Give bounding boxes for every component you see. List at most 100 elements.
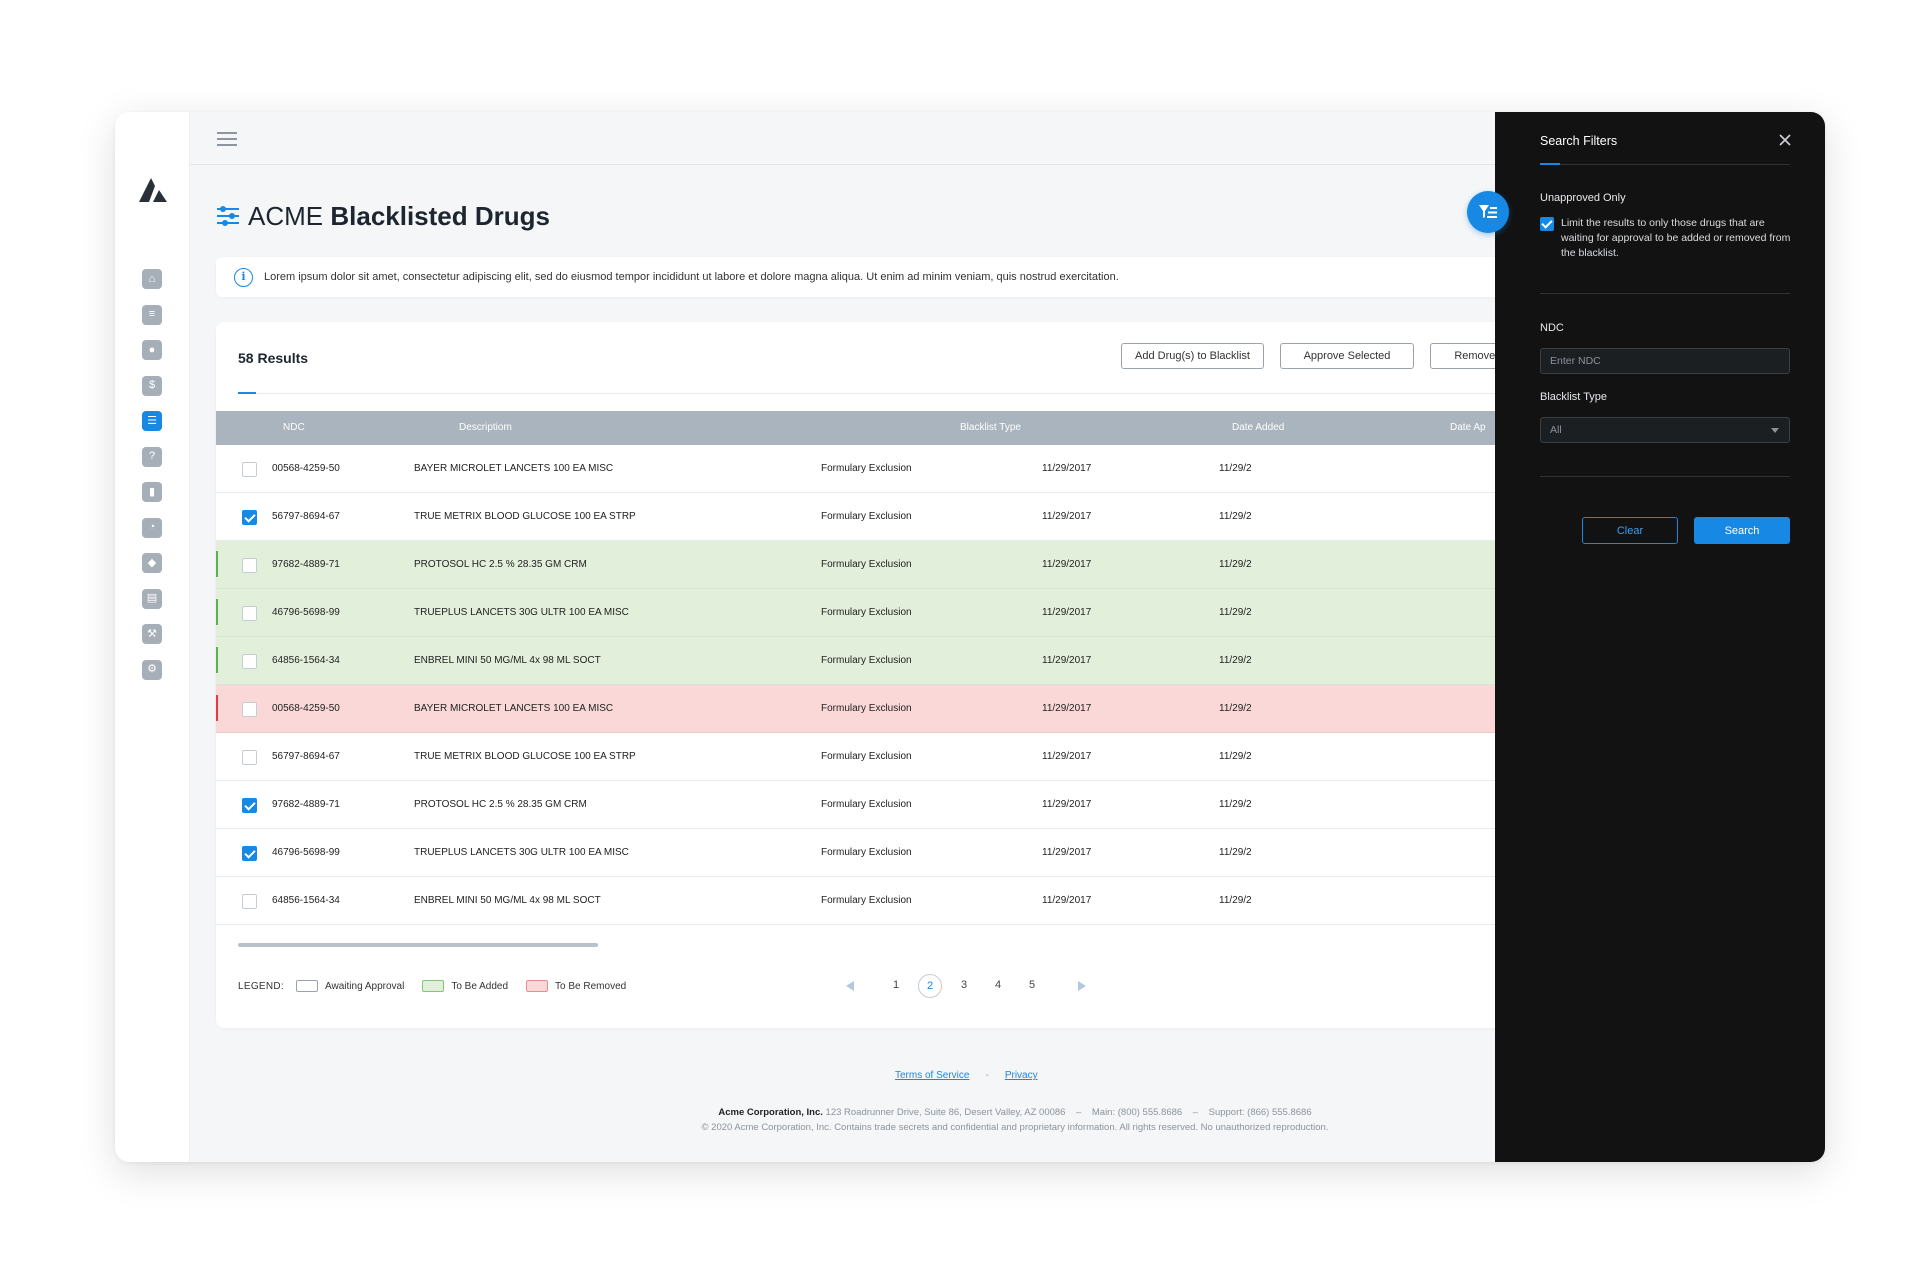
search-button[interactable]: Search xyxy=(1694,517,1790,544)
date-added-cell: 11/29/2017 xyxy=(1042,511,1092,522)
ndc-cell: 97682-4889-71 xyxy=(272,799,340,810)
date-added-cell: 11/29/2017 xyxy=(1042,655,1092,666)
users-icon: ● xyxy=(148,343,156,356)
row-checkbox[interactable] xyxy=(242,558,257,573)
page-1-button[interactable]: 1 xyxy=(892,979,900,991)
privacy-link[interactable]: Privacy xyxy=(1004,1070,1038,1081)
close-icon[interactable] xyxy=(1777,132,1793,148)
page-2-button[interactable]: 2 xyxy=(918,974,942,998)
clear-button[interactable]: Clear xyxy=(1582,517,1678,544)
page-3-button[interactable]: 3 xyxy=(960,979,968,991)
footer-main-phone: Main: (800) 555.8686 xyxy=(1091,1107,1183,1118)
sliders-nav-item[interactable]: ☰ xyxy=(142,411,162,431)
approve-selected-button[interactable]: Approve Selected xyxy=(1280,343,1414,369)
table-row[interactable]: 46796-5698-99 TRUEPLUS LANCETS 30G ULTR 1… xyxy=(216,829,1616,877)
hammer-nav-item[interactable]: ⚒ xyxy=(142,624,162,644)
footer-copyright: © 2020 Acme Corporation, Inc. Contains t… xyxy=(701,1122,1329,1133)
settings-icon: ⚙ xyxy=(147,663,157,675)
ndc-cell: 56797-8694-67 xyxy=(272,511,340,522)
pill-nav-item[interactable]: ◆ xyxy=(142,553,162,573)
next-page-icon[interactable] xyxy=(1078,981,1086,991)
table-header: NDC Descriptiom Blacklist Type Date Adde… xyxy=(216,411,1616,445)
legend: LEGEND: Awaiting Approval To Be Added To… xyxy=(238,980,644,992)
blacklist-type-cell: Formulary Exclusion xyxy=(821,799,912,810)
results-count: 58 Results xyxy=(238,350,309,366)
unapproved-only-description: Limit the results to only those drugs th… xyxy=(1561,217,1791,259)
description-cell: TRUEPLUS LANCETS 30G ULTR 100 EA MISC xyxy=(414,607,629,618)
page-5-button[interactable]: 5 xyxy=(1028,979,1036,991)
filters-title-underline xyxy=(1540,163,1560,165)
date-approved-cell: 11/29/2 xyxy=(1219,799,1252,810)
blacklist-type-cell: Formulary Exclusion xyxy=(821,847,912,858)
footer-street: 123 Roadrunner Drive, Suite 86, Desert V… xyxy=(825,1107,1066,1118)
date-added-cell: 11/29/2017 xyxy=(1042,607,1092,618)
blacklist-type-cell: Formulary Exclusion xyxy=(821,463,912,474)
settings-nav-item[interactable]: ⚙ xyxy=(142,659,162,680)
row-checkbox[interactable] xyxy=(242,462,257,477)
row-checkbox[interactable] xyxy=(242,606,257,621)
column-header-date-added[interactable]: Date Added xyxy=(1232,422,1285,433)
table-row[interactable]: 97682-4889-71 PROTOSOL HC 2.5 % 28.35 GM … xyxy=(216,541,1616,589)
table-row[interactable]: 64856-1564-34 ENBREL MINI 50 MG/ML 4x 98 … xyxy=(216,877,1616,925)
ndc-cell: 46796-5698-99 xyxy=(272,847,340,858)
date-approved-cell: 11/29/2 xyxy=(1219,703,1252,714)
table-body: 00568-4259-50 BAYER MICROLET LANCETS 100 … xyxy=(216,445,1616,925)
page-header: ACME Blacklisted Drugs xyxy=(216,194,550,238)
table-row[interactable]: 56797-8694-67 TRUE METRIX BLOOD GLUCOSE 1… xyxy=(216,493,1616,541)
acme-logo[interactable] xyxy=(137,174,169,204)
menu-icon[interactable] xyxy=(217,132,237,146)
ndc-cell: 00568-4259-50 xyxy=(272,463,340,474)
ndc-cell: 56797-8694-67 xyxy=(272,751,340,762)
column-header-description[interactable]: Descriptiom xyxy=(459,422,512,433)
horizontal-scrollbar[interactable] xyxy=(238,943,598,947)
filters-divider-bottom xyxy=(1540,476,1790,477)
row-checkbox[interactable] xyxy=(242,654,257,669)
date-approved-cell: 11/29/2 xyxy=(1219,895,1252,906)
table-row[interactable]: 56797-8694-67 TRUE METRIX BLOOD GLUCOSE 1… xyxy=(216,733,1616,781)
column-header-blacklist-type[interactable]: Blacklist Type xyxy=(960,422,1021,433)
table-row[interactable]: 46796-5698-99 TRUEPLUS LANCETS 30G ULTR 1… xyxy=(216,589,1616,637)
row-checkbox[interactable] xyxy=(242,750,257,765)
filter-toggle-button[interactable] xyxy=(1467,191,1509,233)
blacklist-type-value: All xyxy=(1550,424,1562,436)
clipboard-icon: ▤ xyxy=(146,592,158,604)
document-nav-item[interactable]: ≡ xyxy=(142,304,162,325)
blacklist-type-select[interactable]: All xyxy=(1540,417,1790,443)
bar-chart-nav-item[interactable]: ▮ xyxy=(142,482,162,502)
top-bar xyxy=(190,112,1825,165)
row-checkbox[interactable] xyxy=(242,846,257,861)
dollar-nav-item[interactable]: $ xyxy=(142,375,162,396)
table-row[interactable]: 00568-4259-50 BAYER MICROLET LANCETS 100 … xyxy=(216,685,1616,733)
row-checkbox[interactable] xyxy=(242,510,257,525)
pagination: 1 2 3 4 5 xyxy=(846,974,1086,998)
table-row[interactable]: 64856-1564-34 ENBREL MINI 50 MG/ML 4x 98 … xyxy=(216,637,1616,685)
table-row[interactable]: 00568-4259-50 BAYER MICROLET LANCETS 100 … xyxy=(216,445,1616,493)
legend-swatch-removed xyxy=(526,980,549,992)
page-4-button[interactable]: 4 xyxy=(994,979,1002,991)
column-header-ndc[interactable]: NDC xyxy=(283,422,305,433)
date-approved-cell: 11/29/2 xyxy=(1219,559,1252,570)
add-to-blacklist-button[interactable]: Add Drug(s) to Blacklist xyxy=(1121,343,1264,369)
gauge-nav-item[interactable]: ◔ xyxy=(142,517,162,538)
sidebar-nav: ⌂ ≡ ● $ ☰? ▮ ◔ ◆ ▤ ⚒ ⚙ xyxy=(142,269,162,695)
terms-link[interactable]: Terms of Service xyxy=(895,1070,970,1081)
hammer-icon: ⚒ xyxy=(147,627,157,640)
table-row[interactable]: 97682-4889-71 PROTOSOL HC 2.5 % 28.35 GM … xyxy=(216,781,1616,829)
row-checkbox[interactable] xyxy=(242,798,257,813)
gauge-icon: ◔ xyxy=(148,521,156,533)
ndc-cell: 46796-5698-99 xyxy=(272,607,340,618)
unapproved-only-checkbox[interactable] xyxy=(1540,217,1554,231)
clipboard-nav-item[interactable]: ▤ xyxy=(142,588,162,609)
column-header-date-approved[interactable]: Date Ap xyxy=(1450,422,1486,433)
help-nav-item[interactable]: ? xyxy=(142,446,162,467)
home-nav-item[interactable]: ⌂ xyxy=(142,269,162,289)
footer-separator: - xyxy=(985,1070,989,1081)
unapproved-only-label: Unapproved Only xyxy=(1540,192,1626,204)
info-banner: i Lorem ipsum dolor sit amet, consectetu… xyxy=(216,257,1616,297)
row-checkbox[interactable] xyxy=(242,894,257,909)
ndc-input[interactable] xyxy=(1540,348,1790,374)
users-nav-item[interactable]: ● xyxy=(142,340,162,360)
legend-label-awaiting: Awaiting Approval xyxy=(325,980,405,992)
row-checkbox[interactable] xyxy=(242,702,257,717)
prev-page-icon[interactable] xyxy=(846,981,854,991)
